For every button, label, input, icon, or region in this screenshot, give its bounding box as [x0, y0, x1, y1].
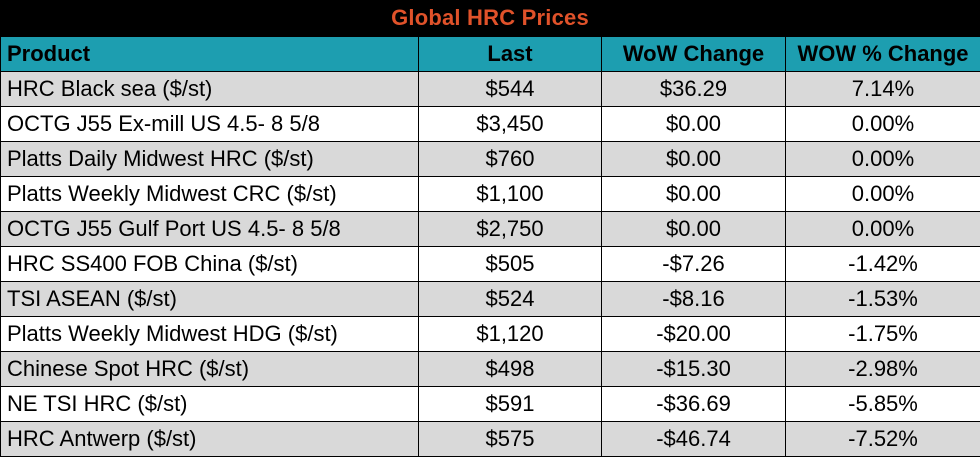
last-price-cell: $575: [418, 421, 602, 457]
wow-pct-change-cell: 0.00%: [785, 106, 980, 142]
table-row: HRC Black sea ($/st) $544 $36.29 7.14%: [0, 71, 980, 107]
last-price-cell: $505: [418, 246, 602, 282]
last-price-cell: $3,450: [418, 106, 602, 142]
wow-change-cell: $0.00: [601, 211, 786, 247]
wow-change-cell: $0.00: [601, 176, 786, 212]
last-price-cell: $2,750: [418, 211, 602, 247]
table-row: Chinese Spot HRC ($/st) $498 -$15.30 -2.98%: [0, 351, 980, 387]
table-title: Global HRC Prices: [0, 0, 980, 36]
product-cell: TSI ASEAN ($/st): [0, 281, 419, 317]
table-row: HRC SS400 FOB China ($/st) $505 -$7.26 -1.4…: [0, 246, 980, 282]
last-price-cell: $1,120: [418, 316, 602, 352]
wow-change-cell: -$7.26: [601, 246, 786, 282]
wow-pct-change-cell: -5.85%: [785, 386, 980, 422]
table-row: Platts Weekly Midwest HDG ($/st) $1,120 -$…: [0, 316, 980, 352]
wow-pct-change-cell: -2.98%: [785, 351, 980, 387]
table-row: NE TSI HRC ($/st) $591 -$36.69 -5.85%: [0, 386, 980, 422]
product-cell: Platts Weekly Midwest HDG ($/st): [0, 316, 419, 352]
product-cell: Platts Weekly Midwest CRC ($/st): [0, 176, 419, 212]
product-cell: OCTG J55 Ex-mill US 4.5- 8 5/8: [0, 106, 419, 142]
table-row: OCTG J55 Gulf Port US 4.5- 8 5/8 $2,750 $0…: [0, 211, 980, 247]
wow-pct-change-cell: -1.53%: [785, 281, 980, 317]
product-cell: Chinese Spot HRC ($/st): [0, 351, 419, 387]
product-cell: HRC Black sea ($/st): [0, 71, 419, 107]
last-price-cell: $524: [418, 281, 602, 317]
column-header-last: Last: [418, 36, 602, 72]
table-row: Platts Daily Midwest HRC ($/st) $760 $0.00…: [0, 141, 980, 177]
product-cell: NE TSI HRC ($/st): [0, 386, 419, 422]
table-row: Platts Weekly Midwest CRC ($/st) $1,100 $0…: [0, 176, 980, 212]
column-header-product: Product: [0, 36, 419, 72]
table-row: HRC Antwerp ($/st) $575 -$46.74 -7.52%: [0, 421, 980, 457]
last-price-cell: $544: [418, 71, 602, 107]
wow-change-cell: $36.29: [601, 71, 786, 107]
wow-pct-change-cell: -7.52%: [785, 421, 980, 457]
wow-pct-change-cell: -1.42%: [785, 246, 980, 282]
table-header: Product Last WoW Change WOW % Change: [0, 36, 980, 72]
wow-pct-change-cell: 0.00%: [785, 141, 980, 177]
column-header-wow-change: WoW Change: [601, 36, 786, 72]
wow-pct-change-cell: 0.00%: [785, 176, 980, 212]
table-body: HRC Black sea ($/st) $544 $36.29 7.14% OCTG …: [0, 71, 980, 457]
last-price-cell: $591: [418, 386, 602, 422]
last-price-cell: $760: [418, 141, 602, 177]
wow-pct-change-cell: -1.75%: [785, 316, 980, 352]
wow-change-cell: -$46.74: [601, 421, 786, 457]
column-header-wow-pct-change: WOW % Change: [785, 36, 980, 72]
table-row: TSI ASEAN ($/st) $524 -$8.16 -1.53%: [0, 281, 980, 317]
product-cell: HRC SS400 FOB China ($/st): [0, 246, 419, 282]
header-row: Product Last WoW Change WOW % Change: [0, 36, 980, 72]
product-cell: OCTG J55 Gulf Port US 4.5- 8 5/8: [0, 211, 419, 247]
table-row: OCTG J55 Ex-mill US 4.5- 8 5/8 $3,450 $0.0…: [0, 106, 980, 142]
wow-pct-change-cell: 7.14%: [785, 71, 980, 107]
wow-change-cell: $0.00: [601, 141, 786, 177]
product-cell: HRC Antwerp ($/st): [0, 421, 419, 457]
wow-pct-change-cell: 0.00%: [785, 211, 980, 247]
wow-change-cell: -$8.16: [601, 281, 786, 317]
wow-change-cell: $0.00: [601, 106, 786, 142]
wow-change-cell: -$15.30: [601, 351, 786, 387]
last-price-cell: $1,100: [418, 176, 602, 212]
prices-grid: Product Last WoW Change WOW % Change HRC…: [0, 36, 980, 457]
wow-change-cell: -$20.00: [601, 316, 786, 352]
last-price-cell: $498: [418, 351, 602, 387]
wow-change-cell: -$36.69: [601, 386, 786, 422]
product-cell: Platts Daily Midwest HRC ($/st): [0, 141, 419, 177]
